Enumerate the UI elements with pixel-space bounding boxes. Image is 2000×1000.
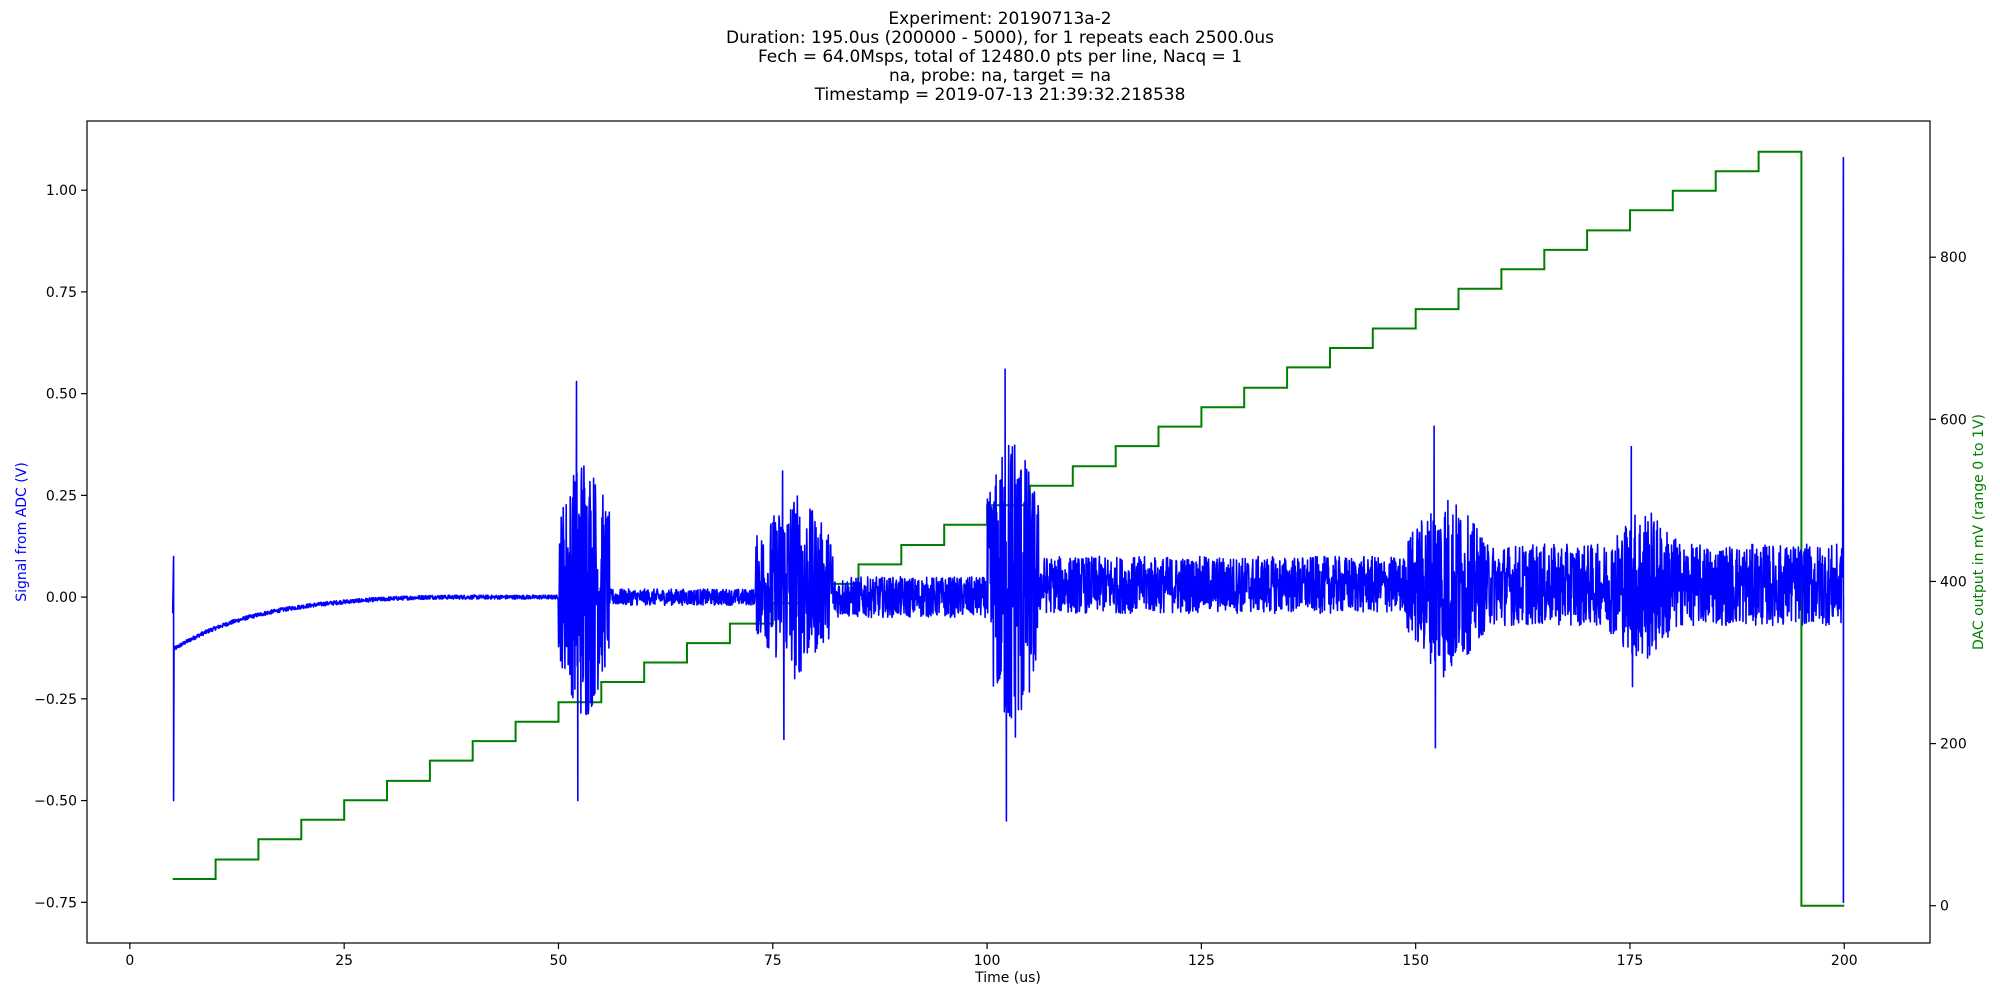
y-axis-left: −0.75 −0.50 −0.25 0.00 0.25 0.50 0.75 1.00 — [34, 183, 87, 911]
x-tick-label: 200 — [1831, 953, 1858, 969]
y-left-tick-label: −0.25 — [34, 692, 77, 708]
title-line-3: Fech = 64.0Msps, total of 12480.0 pts pe… — [757, 47, 1243, 67]
y-left-tick-label: 1.00 — [46, 183, 77, 199]
y-left-tick-label: 0.50 — [46, 387, 77, 403]
x-tick-label: 175 — [1617, 953, 1644, 969]
y-right-tick-label: 0 — [1940, 899, 1949, 915]
signal-series-layer — [171, 156, 1845, 904]
y-left-tick-label: 0.25 — [46, 488, 77, 504]
x-tick-label: 125 — [1188, 953, 1215, 969]
y-axis-left-label: Signal from ADC (V) — [14, 462, 30, 602]
title-line-2: Duration: 195.0us (200000 - 5000), for 1… — [725, 28, 1275, 48]
x-tick-label: 150 — [1402, 953, 1429, 969]
x-tick-label: 50 — [550, 953, 568, 969]
adc-signal-line — [171, 156, 1845, 904]
x-axis-label: Time (us) — [974, 970, 1041, 986]
x-tick-label: 100 — [974, 953, 1001, 969]
x-tick-label: 0 — [125, 953, 134, 969]
title-line-1: Experiment: 20190713a-2 — [888, 9, 1112, 29]
title-line-5: Timestamp = 2019-07-13 21:39:32.218538 — [814, 85, 1186, 105]
y-left-tick-label: −0.50 — [34, 794, 77, 810]
x-tick-label: 75 — [764, 953, 782, 969]
y-right-tick-label: 800 — [1940, 250, 1967, 266]
y-left-tick-label: 0.00 — [46, 590, 77, 606]
y-axis-right: 0 200 400 600 800 — [1930, 250, 1967, 915]
y-left-tick-label: −0.75 — [34, 895, 77, 911]
y-left-tick-label: 0.75 — [46, 285, 77, 301]
x-tick-label: 25 — [335, 953, 353, 969]
y-axis-right-label: DAC output in mV (range 0 to 1V) — [1971, 414, 1987, 650]
chart-title: Experiment: 20190713a-2 Duration: 195.0u… — [0, 10, 2000, 105]
x-axis: 0 25 50 75 100 125 150 175 200 — [125, 943, 1858, 969]
plot-frame — [86, 120, 1931, 944]
title-line-4: na, probe: na, target = na — [888, 66, 1112, 86]
y-right-tick-label: 400 — [1940, 574, 1967, 590]
y-right-tick-label: 200 — [1940, 737, 1967, 753]
y-right-tick-label: 600 — [1940, 412, 1967, 428]
